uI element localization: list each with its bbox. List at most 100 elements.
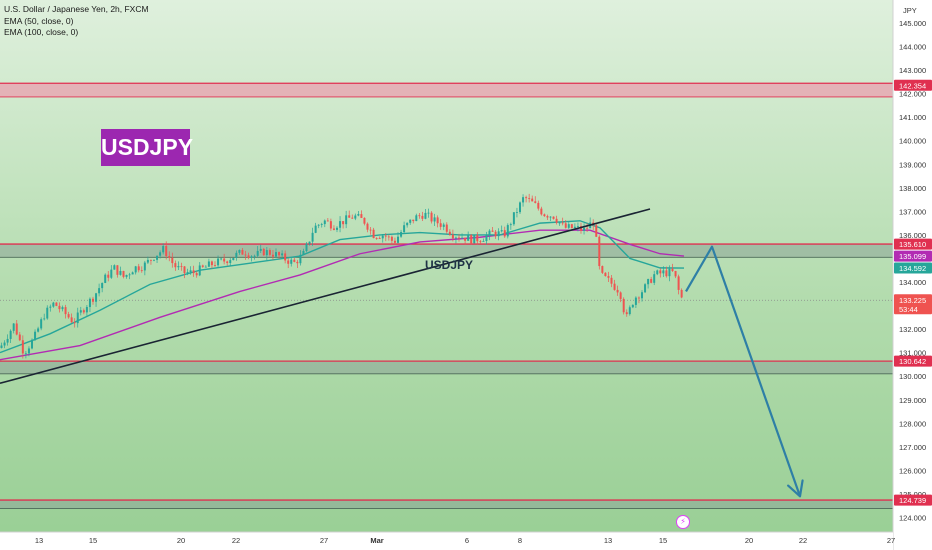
candle-body	[543, 214, 546, 217]
price-tick-label: 128.000	[899, 419, 926, 428]
moving-averages	[0, 220, 685, 361]
legend-title[interactable]: U.S. Dollar / Japanese Yen, 2h, FXCM	[4, 4, 149, 14]
candle-body	[665, 270, 668, 277]
zone-3	[0, 500, 893, 509]
candle-body	[336, 227, 338, 230]
price-tick-label: 139.000	[899, 160, 926, 169]
candle-body	[326, 220, 329, 222]
candle-body	[0, 345, 3, 348]
price-tag-bg	[894, 250, 932, 262]
candle-body	[576, 226, 579, 227]
time-tick-label: 22	[799, 536, 807, 545]
candle-body	[552, 216, 555, 219]
candle-body	[598, 236, 601, 267]
candle-body	[567, 224, 570, 228]
candle-body	[235, 252, 238, 258]
projection-arrowhead[interactable]	[786, 479, 804, 498]
candle-body	[82, 310, 85, 313]
candle-body	[427, 212, 430, 214]
candle-body	[238, 249, 241, 253]
candle-body	[34, 331, 37, 340]
candle-body	[354, 215, 357, 219]
candle-body	[378, 238, 381, 239]
candle-body	[153, 259, 155, 261]
projection-path[interactable]	[685, 245, 802, 497]
price-tag-label[interactable]: 135.610	[899, 240, 926, 249]
price-tag-bg	[894, 355, 932, 367]
candle-body	[12, 323, 15, 331]
candle-body	[485, 235, 488, 242]
price-tag-label[interactable]: 130.642	[899, 357, 926, 366]
candle-body	[494, 231, 497, 237]
candle-body	[125, 274, 128, 277]
candle-body	[458, 237, 460, 239]
price-axis[interactable]: JPY 124.000 125.000 126.000 127.000 128.000 12…	[892, 0, 932, 550]
candle-body	[647, 279, 650, 285]
legend-ema50[interactable]: EMA (50, close, 0)	[4, 15, 74, 26]
price-tick-label: 141.000	[899, 113, 926, 122]
candle-body	[525, 197, 528, 199]
candle-body	[250, 256, 253, 258]
candle-body	[210, 261, 213, 266]
price-tick-label: 132.000	[899, 325, 926, 334]
candle-body	[177, 266, 180, 268]
candle-body	[92, 298, 94, 302]
time-tick-label: 27	[887, 536, 895, 545]
candle-body	[360, 214, 363, 218]
candle-body	[339, 221, 342, 228]
candle-body	[98, 288, 101, 294]
zone-1	[0, 244, 893, 258]
candle-body	[186, 272, 189, 274]
time-axis[interactable]: 13 15 20 22 27 Mar 6 8 13 15 20 22 27	[0, 531, 895, 550]
price-tag-label[interactable]: 135.099	[899, 252, 926, 261]
lightning-icon[interactable]: ⚡	[676, 515, 690, 529]
price-tag-label[interactable]: 142.354	[899, 81, 926, 90]
time-tick-label: 22	[232, 536, 240, 545]
projection-arrow[interactable]	[685, 245, 804, 498]
candle-body	[537, 202, 540, 209]
price-tag-label[interactable]: 134.592	[899, 264, 926, 273]
candle-body	[55, 302, 58, 306]
ema100-line	[0, 229, 685, 361]
candle-body	[473, 235, 476, 244]
candle-body	[500, 230, 503, 232]
candle-body	[610, 277, 613, 284]
price-tag-bg	[894, 262, 932, 274]
candle-body	[497, 231, 500, 237]
candle-body	[73, 322, 76, 324]
time-tick-label: 8	[518, 536, 522, 545]
candle-body	[641, 292, 643, 299]
candle-body	[317, 224, 320, 226]
price-tick-label: 143.000	[899, 66, 926, 75]
candle-body	[558, 222, 561, 224]
trendline[interactable]	[0, 208, 651, 385]
ascending-trendline[interactable]	[0, 208, 651, 385]
candle-body	[656, 270, 659, 275]
price-tag-label[interactable]: 124.739	[899, 496, 926, 505]
candle-body	[159, 252, 162, 256]
candle-body	[662, 270, 665, 274]
candle-body	[61, 307, 64, 310]
candle-body	[229, 260, 232, 264]
candle-body	[217, 258, 220, 266]
legend-ema100[interactable]: EMA (100, close, 0)	[4, 27, 79, 37]
candle-body	[180, 266, 183, 267]
candle-body	[171, 257, 174, 264]
price-tag-label[interactable]: 133.225	[899, 296, 926, 305]
candle-body	[674, 270, 677, 277]
candle-body	[387, 236, 390, 238]
candle-body	[488, 230, 491, 236]
candle-body	[482, 241, 485, 242]
candle-body	[586, 227, 589, 229]
candle-body	[512, 212, 515, 225]
candle-body	[244, 254, 247, 256]
candle-body	[140, 270, 143, 272]
candle-body	[46, 307, 49, 319]
candle-body	[323, 220, 326, 225]
candle-body	[284, 253, 287, 261]
price-tick-label: 124.000	[899, 514, 926, 523]
candle-body	[183, 266, 186, 274]
candle-body	[299, 254, 302, 264]
